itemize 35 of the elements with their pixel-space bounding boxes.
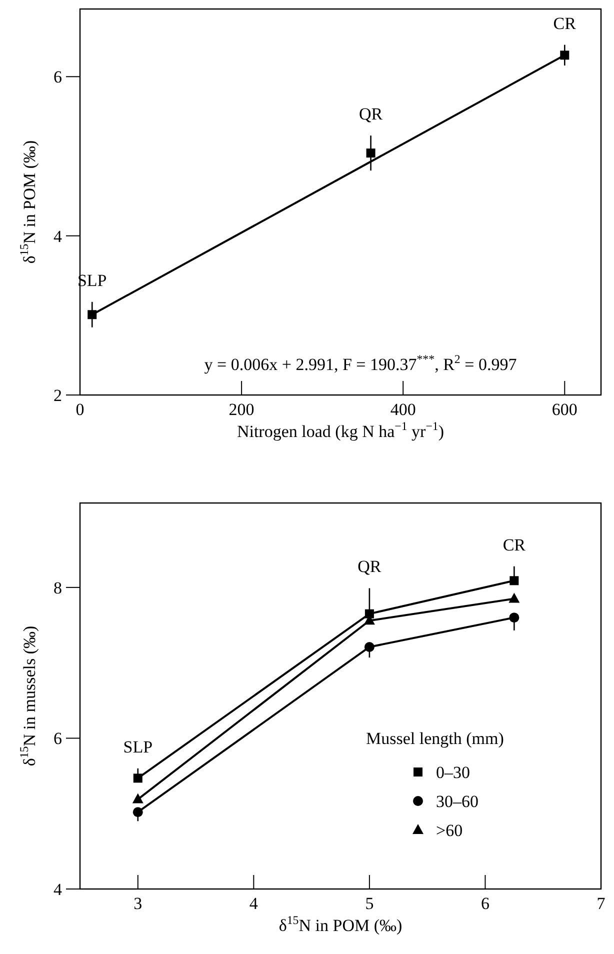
- annotation: CR: [502, 535, 526, 554]
- x-tick-label: 4: [249, 894, 258, 913]
- annotation: QR: [358, 104, 384, 124]
- point: [510, 576, 519, 586]
- y-tick-label: 6: [54, 729, 62, 748]
- annotation: QR: [358, 557, 382, 576]
- x-tick-label: 3: [134, 894, 142, 913]
- annotation: y = 0.006x + 2.991, F = 190.37$^{***}$, R$^{2}$ = 0.997: [204, 352, 518, 374]
- point: [132, 807, 143, 818]
- y-tick-label: 4: [54, 226, 62, 246]
- x-tick-label: 400: [390, 400, 416, 419]
- point: [366, 148, 376, 158]
- point: [132, 793, 144, 804]
- x-axis-title: δ$^{15}$N in POM (‰): [278, 913, 402, 935]
- x-tick-label: 600: [552, 400, 578, 419]
- y-tick-label: 2: [54, 386, 62, 405]
- y-tick-label: 8: [54, 578, 62, 598]
- x-tick-label: 6: [480, 894, 490, 913]
- x-tick-label: 7: [596, 894, 606, 913]
- y-tick-label: 4: [54, 880, 62, 899]
- x-tick-label: 5: [365, 894, 374, 913]
- legend-label: >60: [436, 821, 463, 840]
- x-tick-label: 200: [228, 400, 254, 419]
- point: [133, 774, 142, 783]
- legend-label: 30–60: [436, 792, 478, 811]
- x-tick-label: 0: [76, 400, 84, 419]
- y-tick-label: 6: [54, 68, 62, 87]
- point: [509, 612, 520, 623]
- legend-label: 0–30: [436, 763, 470, 782]
- point: [364, 642, 374, 652]
- legend-title: Mussel length (mm): [366, 729, 504, 748]
- annotation: SLP: [123, 737, 153, 756]
- point: [508, 592, 520, 603]
- x-axis-title: Nitrogen load (kg N ha$^{−1}$ yr$^{−1}$): [236, 419, 444, 441]
- annotation: CR: [553, 14, 577, 33]
